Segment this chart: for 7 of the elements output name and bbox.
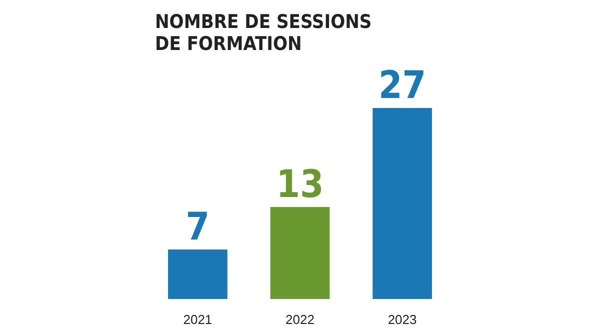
x-tick-label: 2021	[183, 312, 212, 327]
data-label: 13	[276, 162, 324, 206]
chart-title: NOMBRE DE SESSIONS DE FORMATION	[155, 11, 372, 55]
x-tick-label: 2022	[286, 312, 314, 327]
data-label: 7	[186, 204, 210, 248]
data-label: 27	[378, 63, 426, 107]
x-tick-label: 2023	[388, 312, 417, 327]
